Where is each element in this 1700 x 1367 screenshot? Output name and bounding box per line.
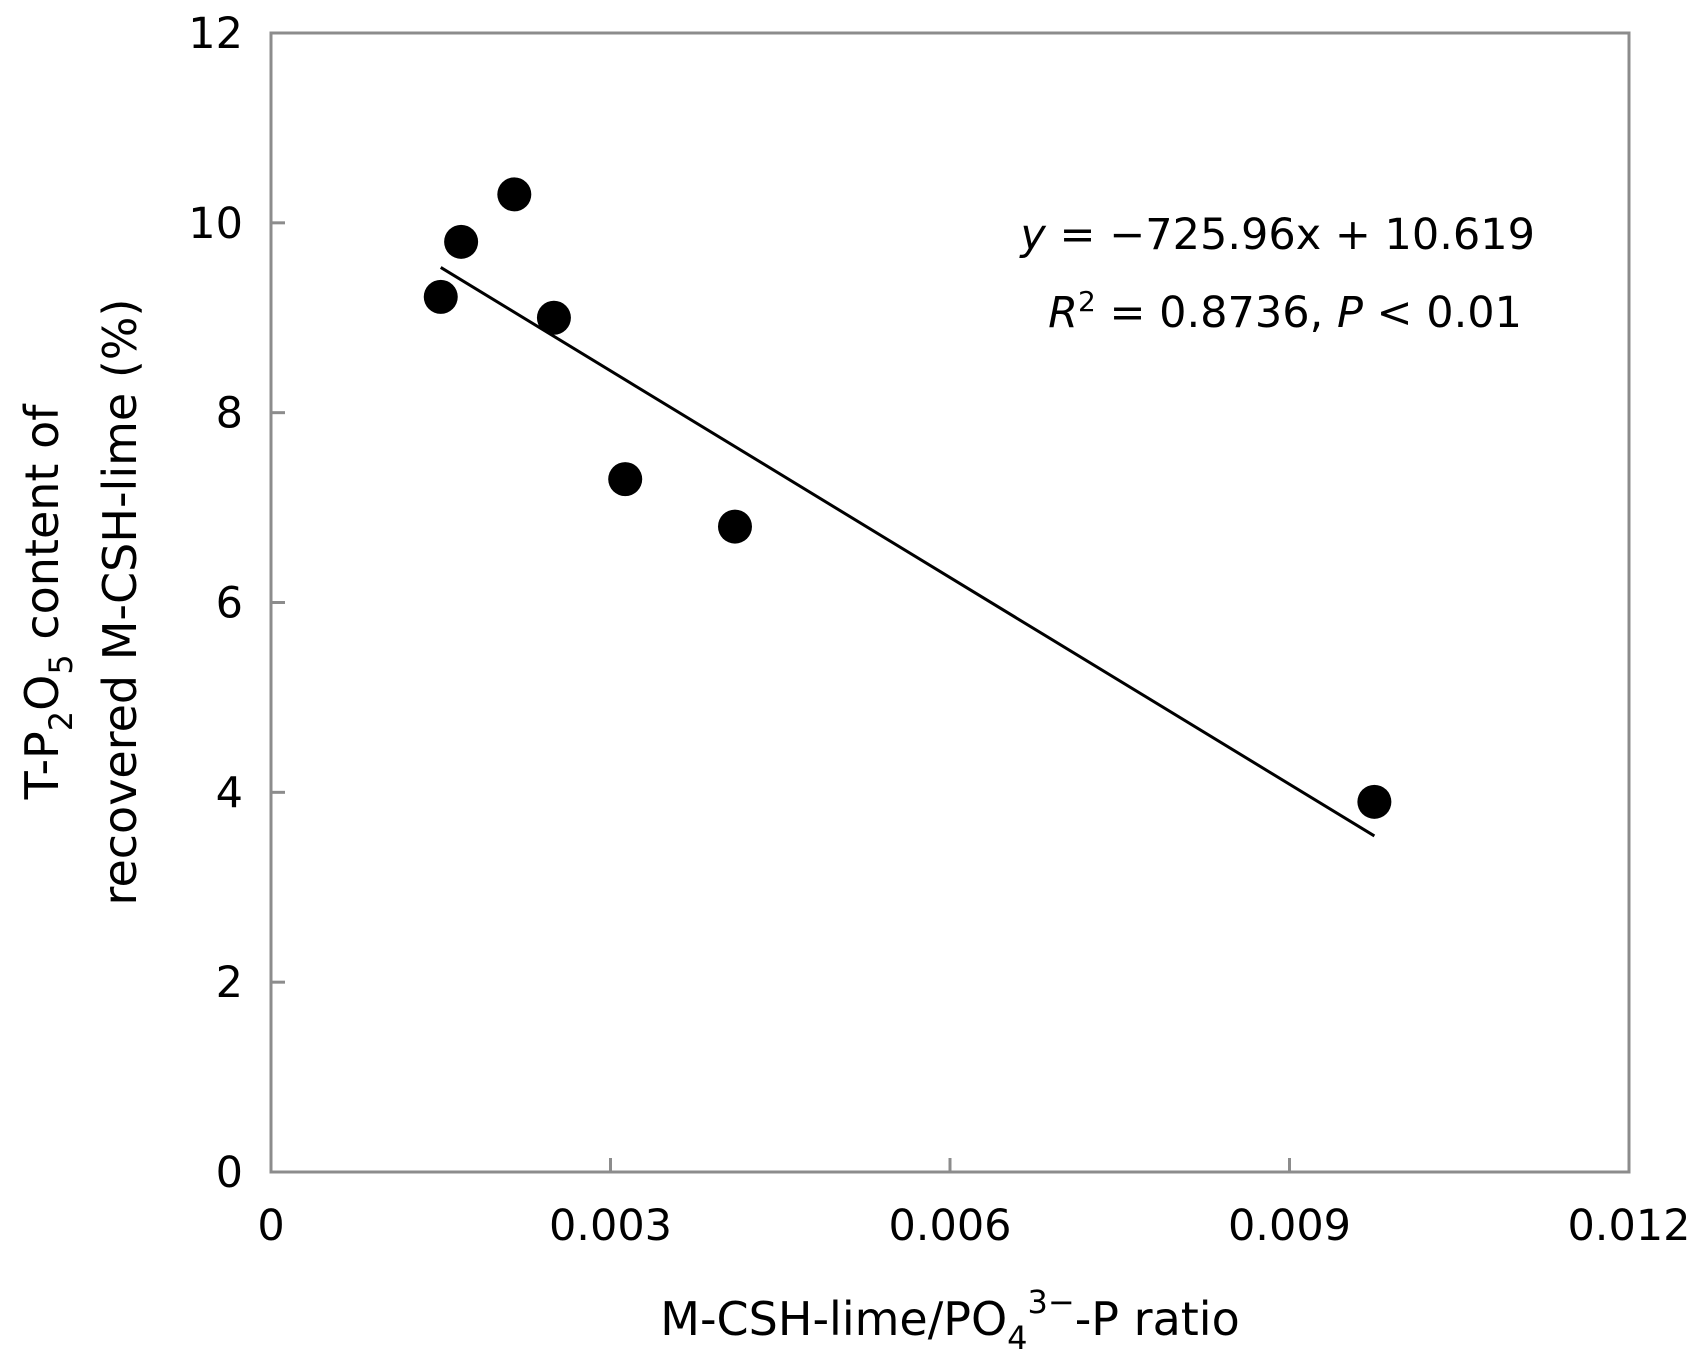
y-axis-tick-labels: 0 2 4 6 8 10 12 xyxy=(188,9,243,1198)
regression-equation: y = −725.96x + 10.619 xyxy=(1018,210,1535,260)
x-tick-label: 0.003 xyxy=(549,1201,672,1251)
data-point xyxy=(1357,784,1392,819)
data-point xyxy=(536,300,571,335)
y-axis-ticks xyxy=(271,31,285,1174)
data-point xyxy=(717,509,752,544)
y-tick-label: 12 xyxy=(188,9,243,59)
plot-frame xyxy=(269,31,1631,1174)
x-axis-title: M-CSH-lime/PO43−-P ratio xyxy=(660,1283,1239,1357)
y-tick-label: 2 xyxy=(216,958,243,1008)
data-point xyxy=(423,279,458,314)
regression-statistics: R2 = 0.8736, P < 0.01 xyxy=(1048,285,1522,338)
x-tick-label: 0.012 xyxy=(1567,1201,1690,1251)
y-tick-label: 8 xyxy=(216,389,243,439)
y-axis-title: T-P2O5 content of recovered M-CSH-lime (… xyxy=(15,299,147,906)
y-axis-title-line1: T-P2O5 content of xyxy=(15,403,80,801)
data-points xyxy=(423,177,1392,819)
trendline-group xyxy=(439,266,1376,838)
x-tick-label: 0 xyxy=(257,1201,284,1251)
trendline xyxy=(439,266,1376,838)
x-tick-label: 0.006 xyxy=(888,1201,1011,1251)
y-tick-label: 10 xyxy=(188,199,243,249)
data-point xyxy=(497,177,532,212)
y-tick-label: 4 xyxy=(216,768,243,818)
x-tick-label: 0.009 xyxy=(1228,1201,1351,1251)
x-axis-ticks xyxy=(269,1158,1631,1172)
x-axis-tick-labels: 0 0.003 0.006 0.009 0.012 xyxy=(257,1201,1690,1251)
y-tick-label: 6 xyxy=(216,579,243,629)
data-point xyxy=(608,462,643,497)
data-point xyxy=(444,224,479,259)
y-axis-title-line2: recovered M-CSH-lime (%) xyxy=(93,299,147,906)
y-tick-label: 0 xyxy=(216,1148,243,1198)
